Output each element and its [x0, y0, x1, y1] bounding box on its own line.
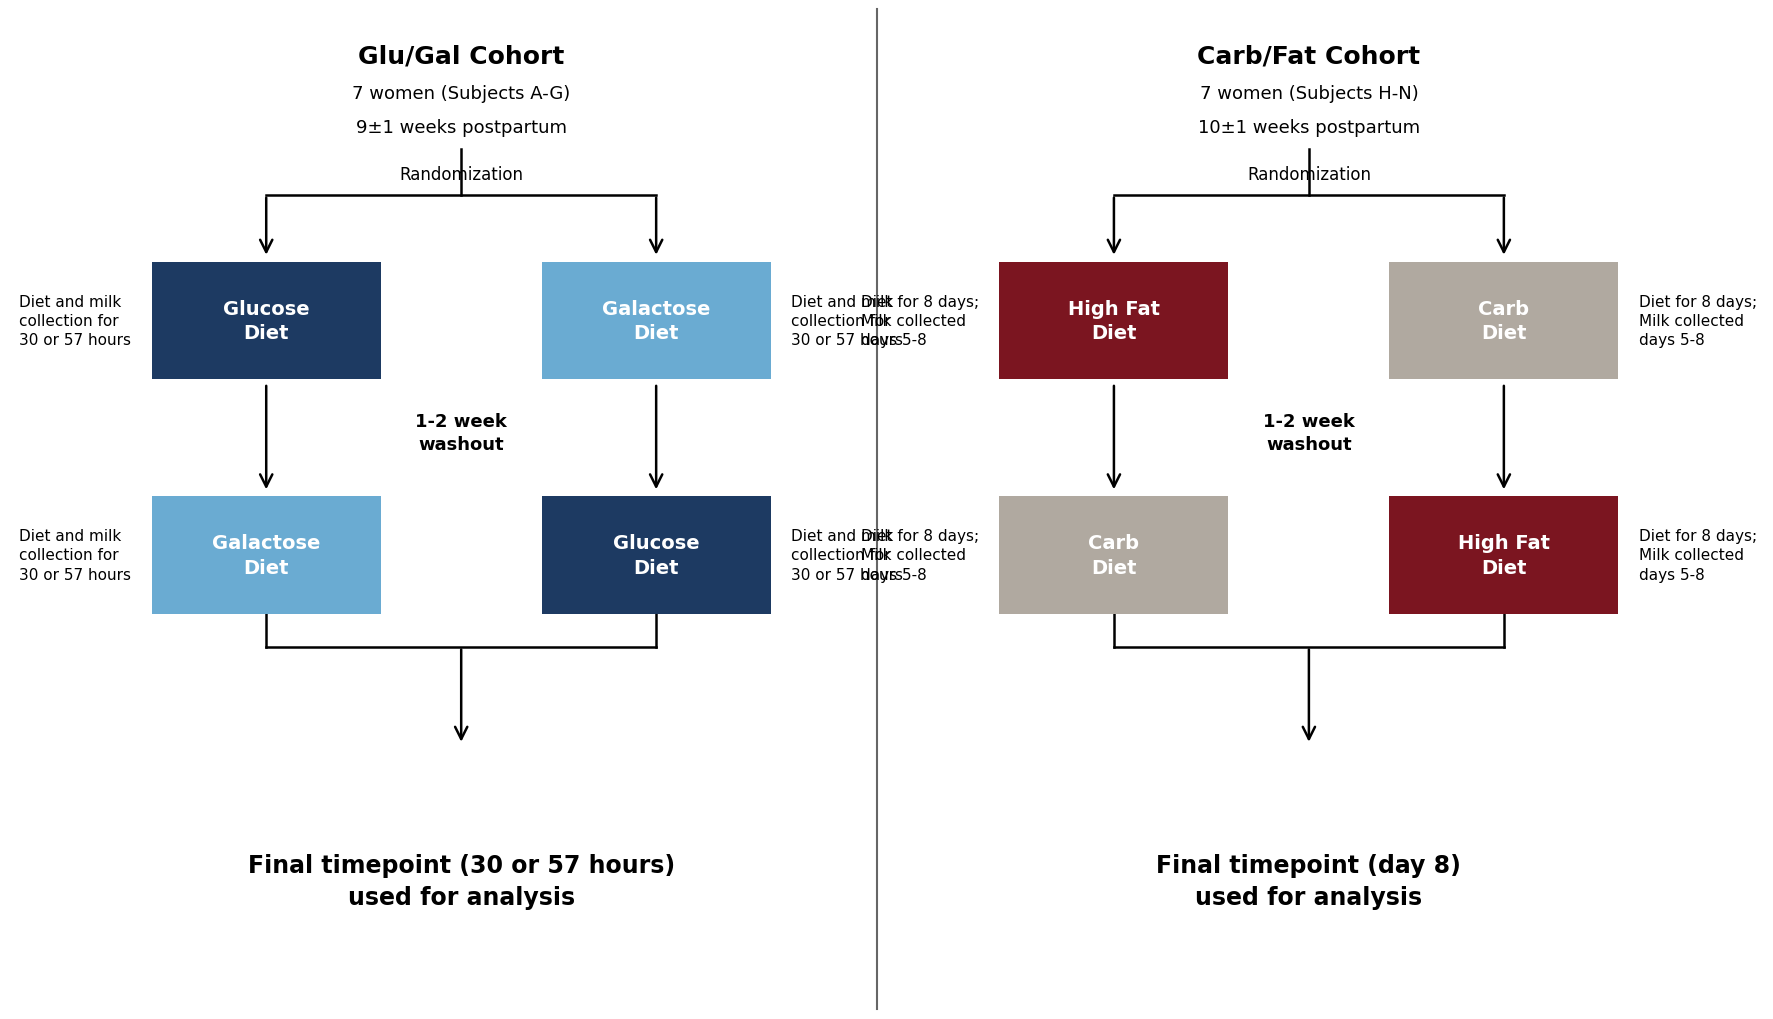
Text: Galactose
Diet: Galactose Diet: [213, 534, 321, 577]
Bar: [543, 496, 771, 613]
Text: High Fat
Diet: High Fat Diet: [1067, 300, 1160, 342]
Text: Glu/Gal Cohort: Glu/Gal Cohort: [358, 44, 564, 68]
Text: Diet for 8 days;
Milk collected
days 5-8: Diet for 8 days; Milk collected days 5-8: [862, 294, 979, 347]
Bar: [1000, 262, 1229, 379]
Text: 9±1 weeks postpartum: 9±1 weeks postpartum: [356, 118, 567, 137]
Text: Diet and milk
collection for
30 or 57 hours: Diet and milk collection for 30 or 57 ho…: [791, 294, 902, 347]
Bar: [1000, 496, 1229, 613]
Text: Diet and milk
collection for
30 or 57 hours: Diet and milk collection for 30 or 57 ho…: [20, 529, 131, 582]
Text: Diet for 8 days;
Milk collected
days 5-8: Diet for 8 days; Milk collected days 5-8: [862, 529, 979, 582]
Text: Final timepoint (30 or 57 hours)
used for analysis: Final timepoint (30 or 57 hours) used fo…: [248, 854, 676, 909]
Text: Randomization: Randomization: [399, 166, 523, 184]
Bar: [1390, 496, 1619, 613]
Text: Carb/Fat Cohort: Carb/Fat Cohort: [1197, 44, 1420, 68]
Text: Diet for 8 days;
Milk collected
days 5-8: Diet for 8 days; Milk collected days 5-8: [1638, 294, 1757, 347]
Bar: [1390, 262, 1619, 379]
Text: Glucose
Diet: Glucose Diet: [613, 534, 700, 577]
Bar: [152, 262, 381, 379]
Text: 1-2 week
washout: 1-2 week washout: [415, 413, 507, 453]
Bar: [543, 262, 771, 379]
Text: Randomization: Randomization: [1246, 166, 1371, 184]
Text: Diet for 8 days;
Milk collected
days 5-8: Diet for 8 days; Milk collected days 5-8: [1638, 529, 1757, 582]
Text: Glucose
Diet: Glucose Diet: [223, 300, 310, 342]
Text: 10±1 weeks postpartum: 10±1 weeks postpartum: [1199, 118, 1420, 137]
Text: 7 women (Subjects A-G): 7 women (Subjects A-G): [353, 85, 571, 103]
Text: Carb
Diet: Carb Diet: [1089, 534, 1140, 577]
Text: 1-2 week
washout: 1-2 week washout: [1262, 413, 1355, 453]
Text: Carb
Diet: Carb Diet: [1479, 300, 1530, 342]
Text: Diet and milk
collection for
30 or 57 hours: Diet and milk collection for 30 or 57 ho…: [20, 294, 131, 347]
Text: Galactose
Diet: Galactose Diet: [603, 300, 711, 342]
Text: Diet and milk
collection for
30 or 57 hours: Diet and milk collection for 30 or 57 ho…: [791, 529, 902, 582]
Text: 7 women (Subjects H-N): 7 women (Subjects H-N): [1200, 85, 1418, 103]
Bar: [152, 496, 381, 613]
Text: Final timepoint (day 8)
used for analysis: Final timepoint (day 8) used for analysi…: [1156, 854, 1461, 909]
Text: High Fat
Diet: High Fat Diet: [1457, 534, 1550, 577]
